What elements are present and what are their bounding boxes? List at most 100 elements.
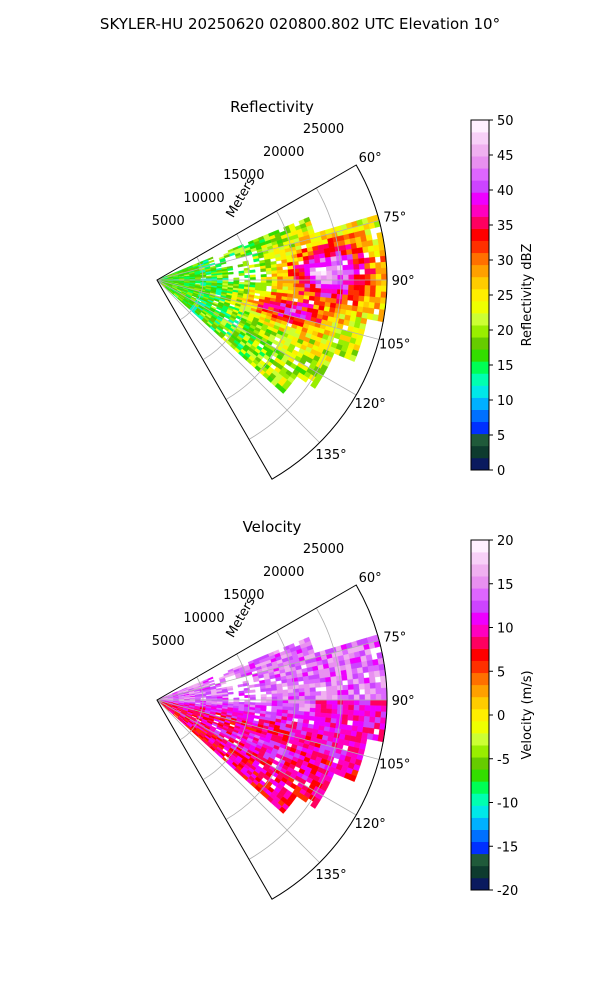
data-cell (337, 704, 344, 710)
colorbar-segment (471, 216, 489, 229)
data-cell (277, 282, 284, 287)
data-cell (359, 705, 366, 712)
data-cell (298, 688, 305, 693)
colorbar-segment (471, 168, 489, 181)
data-cell (363, 677, 371, 684)
colorbar-segment (471, 696, 489, 710)
data-cell (208, 679, 215, 684)
data-cell (357, 672, 365, 680)
data-cell (373, 670, 381, 678)
colorbar-tick-label: 10 (497, 622, 514, 637)
data-cell (303, 259, 310, 265)
colorbar-segment (471, 540, 489, 553)
data-cell (260, 688, 267, 693)
data-cell (380, 705, 388, 713)
data-cell (297, 256, 304, 262)
data-cell (336, 289, 344, 295)
data-cell (341, 714, 349, 721)
data-cell (364, 290, 371, 298)
colorbar: 0 5 10 15 20 25 30 35 40 45 50 Reflectivity dBZ (470, 114, 535, 479)
colorbar-segment (471, 288, 489, 302)
colorbar-segment (471, 865, 489, 879)
data-cell (352, 715, 360, 722)
data-cell (320, 699, 328, 705)
azimuth-gridline (156, 279, 380, 340)
data-cell (271, 273, 278, 278)
data-cell (320, 262, 327, 268)
data-cell (275, 256, 282, 262)
data-cell (373, 664, 380, 672)
data-cell (375, 687, 382, 695)
data-cell (342, 689, 349, 696)
data-cell (207, 256, 214, 261)
data-cell (356, 667, 364, 674)
data-cell (277, 696, 284, 701)
data-cell (380, 267, 388, 275)
data-cell (353, 694, 360, 701)
colorbar-segment (471, 385, 489, 398)
data-cell (320, 288, 327, 294)
colorbar-tick-label: 20 (497, 534, 514, 549)
data-cell (271, 696, 278, 701)
data-cell (336, 680, 343, 687)
colorbar-segment (471, 853, 489, 867)
data-cell (309, 687, 316, 693)
data-cell (253, 715, 261, 720)
data-cell (358, 263, 366, 270)
data-cell (351, 248, 359, 255)
data-cell (282, 689, 289, 694)
data-cell (309, 263, 316, 269)
data-cell (349, 774, 357, 782)
data-cell (346, 248, 353, 256)
data-field (156, 634, 388, 814)
data-cell (331, 288, 338, 295)
colorbar-segment (471, 877, 489, 891)
data-cell (336, 293, 343, 300)
data-cell (362, 726, 369, 734)
azimuth-tick-label: 75° (383, 210, 406, 225)
data-cell (374, 296, 382, 304)
data-cell (364, 699, 371, 706)
data-cell (227, 271, 234, 275)
data-cell (332, 695, 338, 701)
data-cell (368, 302, 376, 309)
data-cell (369, 676, 376, 684)
data-cell (287, 283, 295, 288)
colorbar-segment (471, 409, 489, 423)
data-cell (304, 691, 311, 697)
data-cell (381, 699, 388, 707)
data-cell (326, 690, 333, 696)
data-cell (329, 251, 337, 258)
azimuth-tick-label: 60° (359, 151, 382, 166)
panel-title: Velocity (243, 518, 302, 536)
data-cell (342, 274, 349, 281)
data-cell (287, 286, 294, 291)
data-cell (347, 684, 355, 691)
data-cell (238, 692, 245, 696)
colorbar-segment (471, 769, 489, 782)
data-cell (304, 271, 311, 277)
data-cell (304, 279, 311, 285)
data-cell (276, 286, 284, 291)
data-cell (336, 709, 344, 715)
colorbar-segment (471, 564, 489, 577)
data-cell (375, 291, 382, 298)
azimuth-tick-label: 120° (354, 397, 385, 412)
colorbar-segment (471, 349, 489, 362)
data-cell (336, 265, 344, 271)
data-cell (348, 279, 355, 286)
data-cell (331, 708, 338, 715)
colorbar-segment (471, 757, 489, 770)
data-cell (375, 267, 382, 275)
data-cell (346, 674, 354, 681)
data-cell (288, 696, 295, 701)
data-cell (332, 279, 338, 285)
colorbar-segment (471, 588, 489, 601)
data-cell (358, 677, 365, 685)
data-cell (353, 683, 360, 690)
data-cell (341, 254, 348, 261)
colorbar-segment (471, 672, 489, 686)
data-cell (266, 702, 273, 707)
colorbar-segment (471, 228, 489, 241)
data-cell (260, 279, 267, 284)
